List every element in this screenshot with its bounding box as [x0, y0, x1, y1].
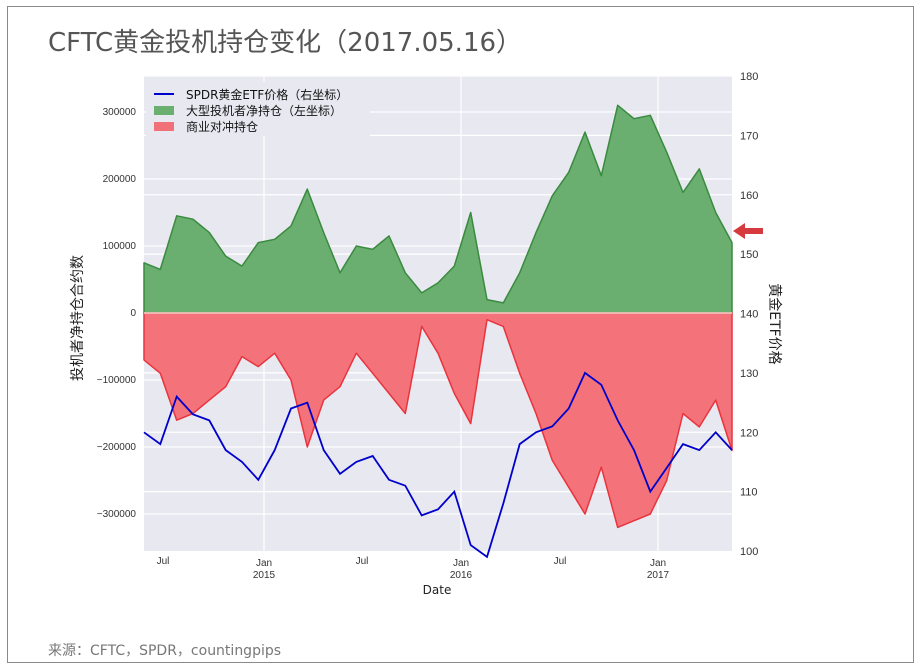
blue-line-swatch-icon: [154, 93, 174, 95]
svg-text:120: 120: [740, 427, 758, 439]
svg-text:−300000: −300000: [97, 509, 137, 520]
svg-text:140: 140: [740, 309, 758, 321]
right-axis-label: 黄金ETF价格: [766, 283, 783, 364]
svg-text:Jan: Jan: [650, 558, 666, 569]
page-title: CFTC黄金投机持仓变化（2017.05.16）: [48, 28, 523, 58]
svg-text:300000: 300000: [103, 107, 137, 118]
etf-price-line: [143, 371, 733, 559]
svg-text:Jul: Jul: [157, 556, 170, 567]
svg-text:−100000: −100000: [97, 375, 137, 386]
x-axis-label: Date: [423, 583, 452, 597]
svg-text:200000: 200000: [103, 174, 137, 185]
svg-text:2017: 2017: [647, 570, 670, 581]
svg-text:130: 130: [740, 368, 758, 380]
source-note: 来源：CFTC，SPDR，countingpips: [48, 643, 282, 659]
svg-text:160: 160: [740, 190, 758, 202]
svg-text:180: 180: [740, 71, 758, 83]
svg-text:2015: 2015: [253, 570, 276, 581]
svg-text:Jul: Jul: [554, 556, 567, 567]
legend-label: 大型投机者净持仓（左坐标）: [186, 103, 343, 118]
svg-text:−200000: −200000: [97, 442, 137, 453]
legend-label: 商业对冲持仓: [186, 119, 259, 134]
legend-item-speculator: 大型投机者净持仓（左坐标）: [146, 102, 370, 118]
svg-text:Jan: Jan: [453, 558, 469, 569]
commercial-hedge-position-area: [143, 312, 733, 529]
right-axis-ticks: 180 170 160 150 140 130 120 110 100: [740, 71, 758, 558]
legend-item-etf-price: SPDR黄金ETF价格（右坐标）: [146, 86, 370, 102]
svg-text:150: 150: [740, 249, 758, 261]
left-axis-label: 投机者净持仓合约数: [70, 255, 86, 381]
svg-text:0: 0: [130, 308, 136, 319]
legend: SPDR黄金ETF价格（右坐标） 大型投机者净持仓（左坐标） 商业对冲持仓: [146, 82, 370, 136]
legend-label: SPDR黄金ETF价格（右坐标）: [186, 87, 349, 102]
svg-text:110: 110: [740, 487, 758, 499]
svg-text:100: 100: [740, 546, 758, 558]
figure-frame: [7, 6, 914, 663]
green-box-swatch-icon: [154, 105, 174, 115]
left-axis-ticks: 300000 200000 100000 0 −100000 −200000 −300000: [97, 107, 137, 520]
red-box-swatch-icon: [154, 121, 174, 131]
svg-text:Jul: Jul: [356, 556, 369, 567]
svg-text:2016: 2016: [450, 570, 473, 581]
speculator-net-position-area: [143, 104, 733, 314]
legend-item-commercial: 商业对冲持仓: [146, 118, 370, 134]
svg-text:100000: 100000: [103, 241, 137, 252]
svg-text:170: 170: [740, 130, 758, 142]
left-arrow-icon: [733, 223, 763, 239]
svg-text:Jan: Jan: [256, 558, 272, 569]
